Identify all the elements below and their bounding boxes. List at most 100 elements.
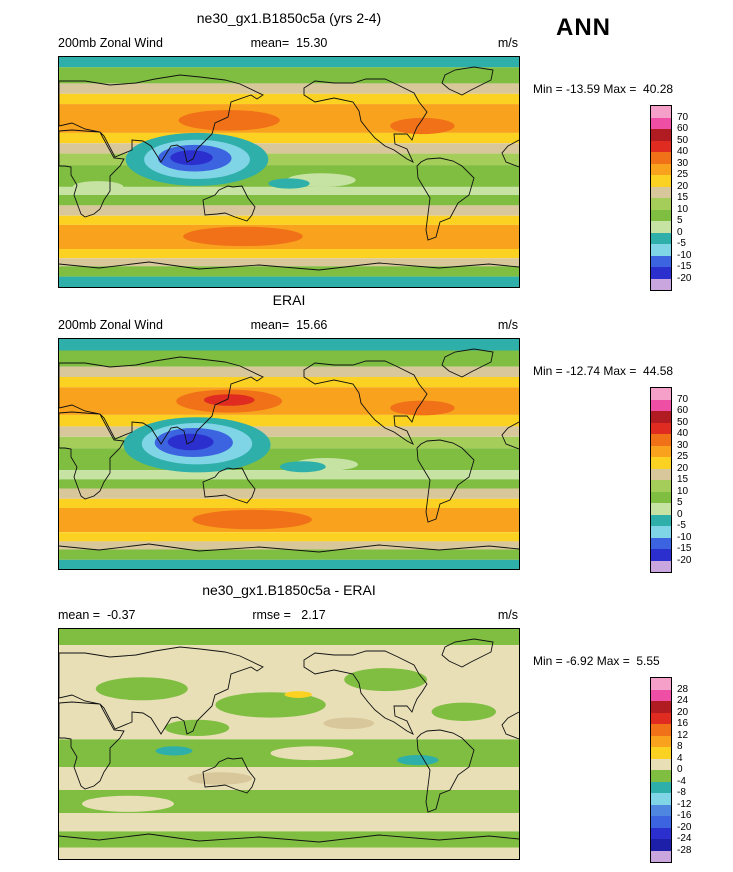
- colorbar-swatch: [651, 701, 671, 713]
- colorbar-tick-label: 40: [677, 146, 689, 157]
- colorbar-tick-label: 50: [677, 134, 689, 146]
- colorbar-swatch: [651, 560, 671, 572]
- colorbar-swatch: [651, 434, 671, 446]
- colorbar-tick-label: 8: [677, 741, 683, 752]
- colorbar-swatch: [651, 689, 671, 701]
- colorbar-swatch: [651, 503, 671, 515]
- colorbar-swatch: [651, 232, 671, 244]
- colorbar-swatch: [651, 816, 671, 828]
- colorbar-tick-label: 12: [677, 729, 689, 741]
- colorbar-swatch: [651, 278, 671, 290]
- variable-label: 200mb Zonal Wind: [58, 318, 163, 332]
- colorbar-tick-label: -8: [677, 787, 686, 798]
- colorbar-tick-label: 30: [677, 157, 689, 169]
- mean-label: mean= 15.66: [250, 318, 328, 332]
- colorbar-tick-label: 4: [677, 752, 683, 764]
- stats-row: 200mb Zonal Wind mean= 15.66 m/s: [58, 318, 520, 334]
- colorbar-tick-label: 70: [677, 393, 689, 405]
- colorbar-tick-label: -20: [677, 272, 692, 284]
- units-label: m/s: [497, 608, 518, 622]
- colorbar-swatches: [650, 387, 672, 573]
- colorbar-swatch: [651, 163, 671, 175]
- map-obs: [58, 338, 520, 570]
- panel-obs: ERAI 200mb Zonal Wind mean= 15.66 m/s Mi…: [0, 292, 733, 582]
- units-label: m/s: [497, 318, 518, 332]
- colorbar-tick-label: -28: [677, 844, 692, 856]
- colorbar-tick-label: -16: [677, 810, 692, 821]
- colorbar-tick-label: 10: [677, 203, 689, 215]
- colorbar-tick-label: 0: [677, 764, 683, 775]
- map-svg: [59, 57, 519, 287]
- colorbar-swatch: [651, 388, 671, 400]
- colorbar-tick-label: 60: [677, 405, 689, 416]
- map-model: [58, 56, 520, 288]
- stats-row: 200mb Zonal Wind mean= 15.30 m/s: [58, 36, 520, 52]
- colorbar-tick-label: 30: [677, 439, 689, 451]
- colorbar-tick-label: -20: [677, 821, 692, 833]
- minmax-label: Min = -6.92 Max = 5.55: [533, 654, 660, 668]
- colorbar-tick-label: 20: [677, 180, 689, 192]
- colorbar-swatch: [651, 186, 671, 198]
- colorbar-swatch: [651, 106, 671, 118]
- colorbar-swatch: [651, 839, 671, 851]
- colorbar-swatch: [651, 480, 671, 492]
- coastline: [59, 638, 519, 843]
- colorbar-swatch: [651, 526, 671, 538]
- colorbar-tick-label: -20: [677, 554, 692, 566]
- colorbar-tick-label: -5: [677, 520, 686, 531]
- colorbar-swatch: [651, 514, 671, 526]
- colorbar-swatch: [651, 804, 671, 816]
- panel-title: ne30_gx1.B1850c5a (yrs 2-4): [196, 10, 382, 26]
- mean-label: mean = -0.37: [58, 608, 136, 622]
- colorbar-swatch: [651, 537, 671, 549]
- colorbar-swatch: [651, 175, 671, 187]
- map-svg: [59, 339, 519, 569]
- colorbar-swatch: [651, 758, 671, 770]
- colorbar-swatch: [651, 198, 671, 210]
- colorbar-swatch: [651, 781, 671, 793]
- colorbar-swatch: [651, 747, 671, 759]
- colorbar-tick-label: 20: [677, 462, 689, 474]
- variable-label: 200mb Zonal Wind: [58, 36, 163, 50]
- colorbar-tick-label: 25: [677, 451, 689, 462]
- map-difference: [58, 628, 520, 860]
- colorbar-tick-label: -10: [677, 531, 692, 543]
- colorbar-tick-label: -4: [677, 775, 686, 787]
- colorbar-tick-label: 70: [677, 111, 689, 123]
- panel-title: ne30_gx1.B1850c5a - ERAI: [202, 582, 376, 598]
- panel-difference: ne30_gx1.B1850c5a - ERAI mean = -0.37 rm…: [0, 582, 733, 872]
- colorbar-tick-label: 60: [677, 123, 689, 134]
- colorbar-swatch: [651, 445, 671, 457]
- colorbar-tick-label: 24: [677, 695, 689, 706]
- colorbar-tick-label: 28: [677, 683, 689, 695]
- colorbar-tick-label: 16: [677, 718, 689, 729]
- colorbar-swatch: [651, 117, 671, 129]
- colorbar-swatches: [650, 677, 672, 863]
- colorbar-tick-label: -10: [677, 249, 692, 261]
- colorbar-tick-label: 0: [677, 226, 683, 238]
- panel-model: ne30_gx1.B1850c5a (yrs 2-4) 200mb Zonal …: [0, 10, 733, 300]
- colorbar-swatches: [650, 105, 672, 291]
- colorbar-tick-label: 50: [677, 416, 689, 428]
- colorbar-tick-label: 5: [677, 215, 683, 226]
- mean-label: mean= 15.30: [250, 36, 328, 50]
- colorbar-tick-label: -5: [677, 238, 686, 249]
- minmax-label: Min = -12.74 Max = 44.58: [533, 364, 674, 378]
- colorbar-tick-label: -15: [677, 261, 692, 272]
- colorbar-tick-label: 25: [677, 169, 689, 180]
- panel-title: ERAI: [272, 292, 306, 308]
- colorbar-model: 70 60 50 40 30 25 20 15 10 5 0 -5 -10 -15 -20: [650, 105, 710, 291]
- colorbar-swatch: [651, 724, 671, 736]
- colorbar-swatch: [651, 129, 671, 141]
- colorbar-swatch: [651, 399, 671, 411]
- coastline: [59, 66, 519, 271]
- colorbar-swatch: [651, 491, 671, 503]
- colorbar-tick-label: -12: [677, 798, 692, 810]
- colorbar-swatch: [651, 549, 671, 561]
- colorbar-swatch: [651, 678, 671, 690]
- colorbar-swatch: [651, 793, 671, 805]
- season-label: ANN: [556, 14, 611, 41]
- colorbar-difference: 28 24 20 16 12 8 4 0 -4 -8 -12 -16 -20 -24 -28: [650, 677, 710, 863]
- minmax-label: Min = -13.59 Max = 40.28: [533, 82, 674, 96]
